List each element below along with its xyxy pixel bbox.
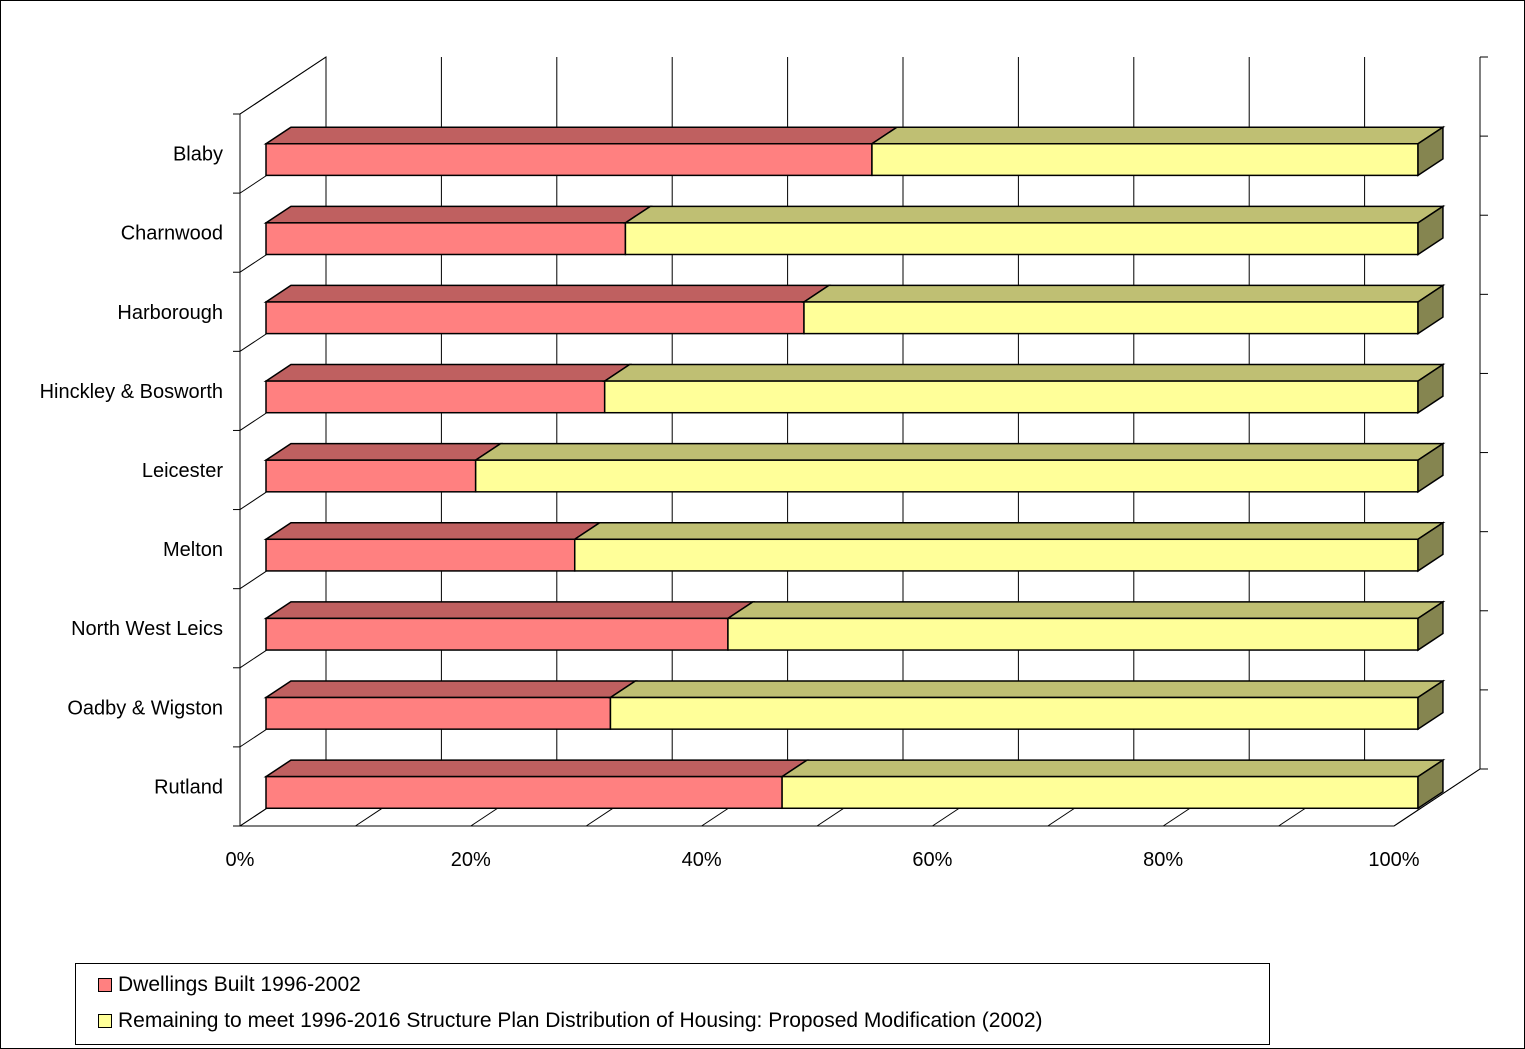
- category-label: Leicester: [142, 460, 223, 482]
- category-label: Harborough: [117, 302, 223, 324]
- bar-segment: [263, 442, 504, 493]
- x-tick-label: 20%: [451, 849, 491, 871]
- bar-segment: [622, 204, 1446, 256]
- bar-segment: [572, 521, 1446, 573]
- bar-segment: [607, 679, 1446, 731]
- category-label: Melton: [163, 539, 223, 561]
- category-label: North West Leics: [71, 618, 223, 640]
- chart-bars: [263, 125, 1446, 810]
- bar-segment: [263, 284, 832, 335]
- bar-segment: [779, 758, 1446, 810]
- legend-swatch-remaining: [98, 1014, 112, 1028]
- category-labels: Blaby Charnwood Harborough Hinckley & Boswo…: [40, 144, 224, 799]
- x-tick-labels: 0% 20% 40% 60% 80% 100%: [226, 849, 1420, 871]
- category-label: Oadby & Wigston: [67, 697, 223, 719]
- gridline-side: [239, 56, 327, 115]
- category-label: Hinckley & Bosworth: [40, 381, 223, 403]
- bar-segment: [801, 284, 1446, 335]
- legend-item-remaining: Remaining to meet 1996-2016 Structure Pl…: [98, 1008, 1043, 1034]
- legend-swatch-built: [98, 978, 112, 992]
- bar-segment: [263, 601, 756, 651]
- bar-segment: [263, 680, 638, 730]
- bar-segment: [263, 759, 810, 810]
- x-tick-label: 60%: [912, 849, 952, 871]
- x-tick-label: 100%: [1368, 849, 1419, 871]
- bar-segment: [602, 363, 1446, 415]
- legend: Dwellings Built 1996-2002 Remaining to m…: [75, 963, 1270, 1045]
- gridline-floor: [1393, 768, 1481, 827]
- x-tick-label: 0%: [226, 849, 255, 871]
- bar-segment: [725, 600, 1446, 652]
- bar-segment: [263, 363, 633, 414]
- x-tick-label: 40%: [682, 849, 722, 871]
- legend-label-built: Dwellings Built 1996-2002: [118, 973, 361, 996]
- category-label: Rutland: [154, 776, 223, 798]
- category-label: Blaby: [173, 144, 223, 166]
- category-label: Charnwood: [121, 223, 223, 245]
- legend-item-built: Dwellings Built 1996-2002: [98, 972, 361, 998]
- bar-segment: [869, 125, 1446, 177]
- x-tick-label: 80%: [1143, 849, 1183, 871]
- legend-label-remaining: Remaining to meet 1996-2016 Structure Pl…: [118, 1009, 1043, 1032]
- bar-segment: [263, 126, 900, 177]
- bar-segment: [473, 442, 1446, 494]
- bar-segment: [263, 205, 653, 256]
- bar-segment: [263, 522, 603, 572]
